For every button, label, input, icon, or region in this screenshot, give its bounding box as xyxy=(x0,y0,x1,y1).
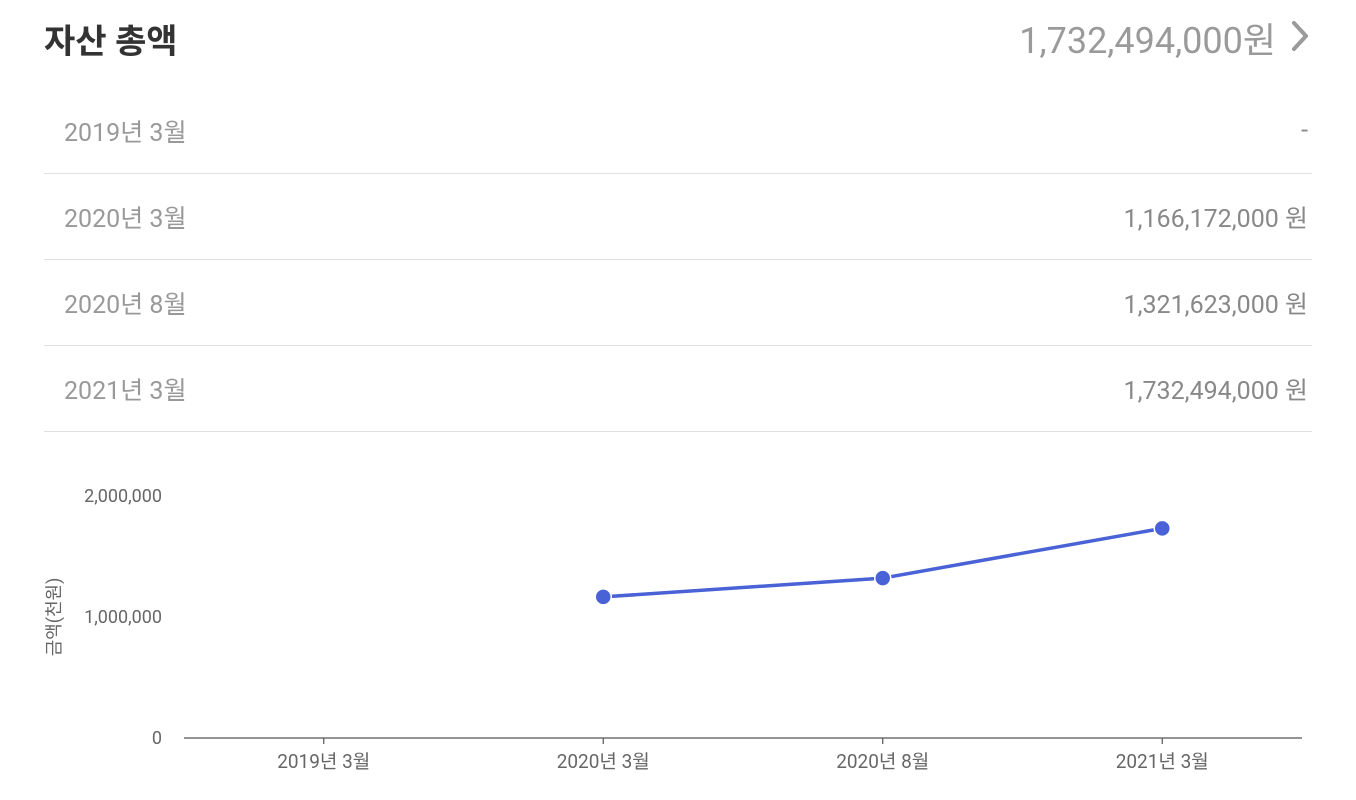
table-row: 2021년 3월 1,732,494,000 원 xyxy=(44,346,1312,432)
table-row: 2019년 3월 - xyxy=(44,88,1312,174)
total-value-link[interactable]: 1,732,494,000원 xyxy=(1019,12,1312,64)
row-value: 1,732,494,000 원 xyxy=(1124,371,1312,407)
table-row: 2020년 8월 1,321,623,000 원 xyxy=(44,260,1312,346)
data-table: 2019년 3월 - 2020년 3월 1,166,172,000 원 2020… xyxy=(0,88,1356,432)
row-value: 1,321,623,000 원 xyxy=(1124,285,1312,321)
y-axis-label: 금액(천원) xyxy=(44,578,65,657)
series-marker xyxy=(875,570,891,586)
table-row: 2020년 3월 1,166,172,000 원 xyxy=(44,174,1312,260)
row-value: - xyxy=(1301,116,1312,145)
row-date: 2021년 3월 xyxy=(44,371,186,407)
x-tick-label: 2020년 8월 xyxy=(836,750,929,773)
header: 자산 총액 1,732,494,000원 xyxy=(0,0,1356,88)
x-tick-label: 2020년 3월 xyxy=(557,750,650,773)
series-marker xyxy=(1154,520,1170,536)
row-date: 2019년 3월 xyxy=(44,113,186,149)
y-tick-label: 2,000,000 xyxy=(84,486,162,507)
chart-svg: 0 1,000,000 2,000,000 금액(천원) 2019년 3월 2020년 3… xyxy=(44,476,1312,786)
row-date: 2020년 8월 xyxy=(44,285,186,321)
x-tick-label: 2021년 3월 xyxy=(1116,750,1209,773)
line-chart: 0 1,000,000 2,000,000 금액(천원) 2019년 3월 2020년 3… xyxy=(0,432,1356,786)
row-value: 1,166,172,000 원 xyxy=(1124,199,1312,235)
row-date: 2020년 3월 xyxy=(44,199,186,235)
chevron-right-icon xyxy=(1290,19,1312,57)
x-tick-label: 2019년 3월 xyxy=(277,750,370,773)
y-tick-label: 0 xyxy=(152,728,162,749)
series-marker xyxy=(595,589,611,605)
total-value-text: 1,732,494,000원 xyxy=(1019,12,1276,64)
page-title: 자산 총액 xyxy=(44,14,178,63)
y-tick-label: 1,000,000 xyxy=(84,607,162,628)
